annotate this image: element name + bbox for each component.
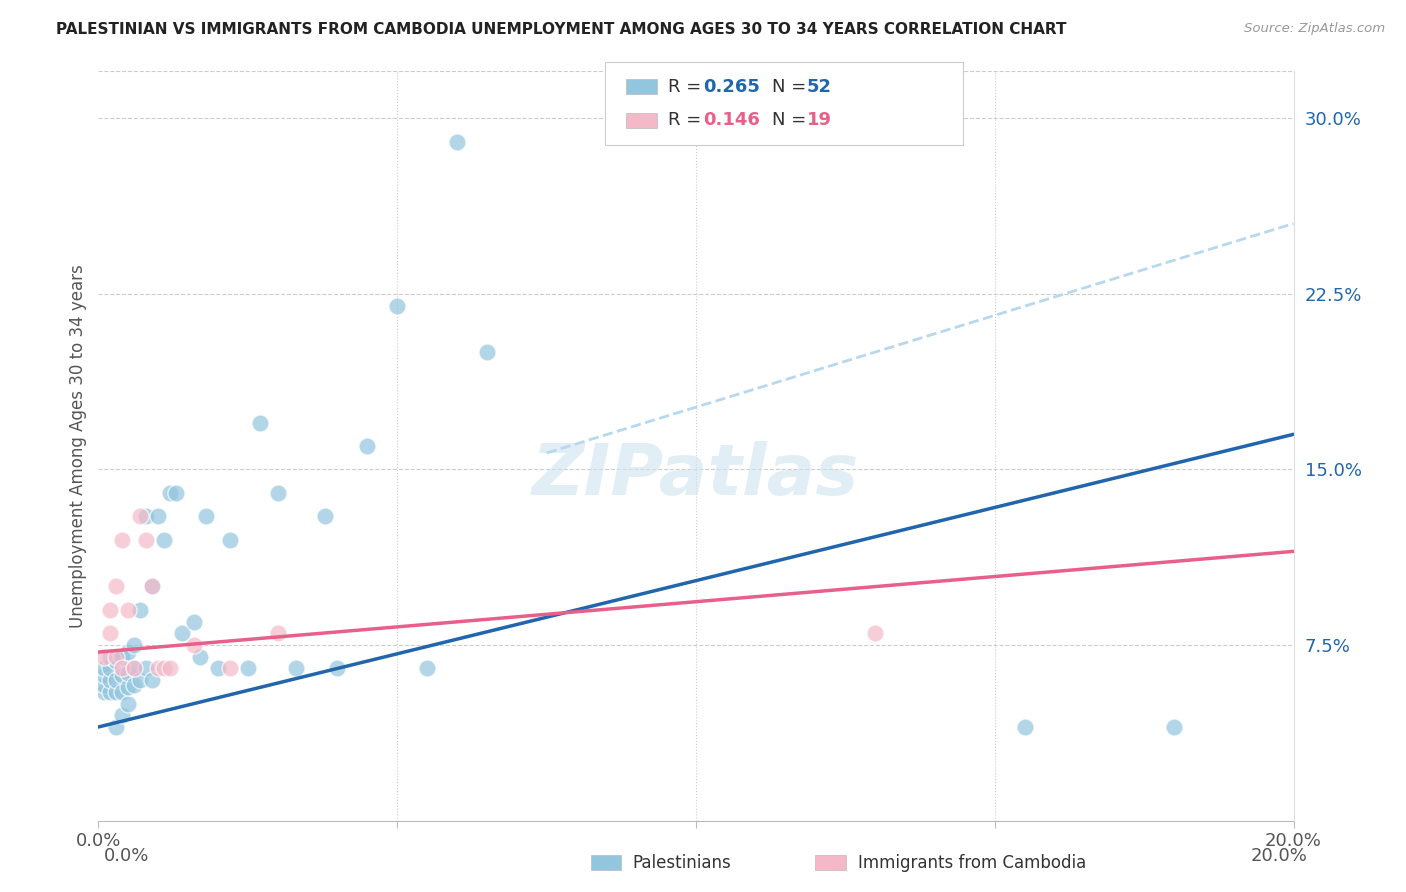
Point — [385, 298, 409, 313]
Point — [315, 509, 337, 524]
Text: R =: R = — [668, 78, 707, 95]
Point — [219, 661, 242, 675]
Point — [124, 661, 146, 675]
Point — [148, 509, 170, 524]
Point — [105, 655, 128, 669]
Point — [93, 661, 115, 675]
Text: Source: ZipAtlas.com: Source: ZipAtlas.com — [1244, 22, 1385, 36]
Point — [267, 485, 290, 500]
Point — [159, 661, 181, 675]
Point — [117, 645, 139, 659]
Point — [141, 580, 163, 594]
Point — [135, 509, 157, 524]
Text: PALESTINIAN VS IMMIGRANTS FROM CAMBODIA UNEMPLOYMENT AMONG AGES 30 TO 34 YEARS C: PALESTINIAN VS IMMIGRANTS FROM CAMBODIA … — [56, 22, 1067, 37]
Point — [135, 661, 157, 675]
Point — [219, 533, 242, 547]
Point — [98, 626, 122, 640]
Point — [129, 603, 152, 617]
Point — [141, 580, 163, 594]
Point — [141, 673, 163, 688]
Point — [148, 661, 170, 675]
Point — [135, 533, 157, 547]
Point — [98, 649, 122, 664]
Point — [111, 668, 134, 682]
Point — [98, 685, 122, 699]
Point — [124, 661, 146, 675]
Point — [117, 666, 139, 681]
Y-axis label: Unemployment Among Ages 30 to 34 years: Unemployment Among Ages 30 to 34 years — [69, 264, 87, 628]
Point — [93, 678, 115, 692]
Point — [865, 626, 887, 640]
Point — [105, 580, 128, 594]
Point — [111, 533, 134, 547]
Point — [105, 685, 128, 699]
Text: 0.265: 0.265 — [703, 78, 759, 95]
Point — [153, 533, 176, 547]
Point — [188, 649, 211, 664]
Point — [236, 661, 259, 675]
Point — [117, 680, 139, 694]
Point — [111, 649, 134, 664]
Point — [111, 685, 134, 699]
Point — [111, 708, 134, 723]
Point — [98, 661, 122, 675]
Point — [105, 673, 128, 688]
Point — [98, 673, 122, 688]
Point — [446, 135, 468, 149]
Point — [284, 661, 307, 675]
Point — [416, 661, 439, 675]
Point — [1163, 720, 1185, 734]
Point — [93, 685, 115, 699]
Point — [249, 416, 271, 430]
Point — [117, 603, 139, 617]
Point — [475, 345, 498, 359]
Point — [93, 649, 115, 664]
Point — [117, 697, 139, 711]
Text: ZIPatlas: ZIPatlas — [533, 442, 859, 510]
Text: 52: 52 — [807, 78, 832, 95]
Point — [159, 485, 181, 500]
Point — [207, 661, 229, 675]
Text: N =: N = — [772, 78, 811, 95]
Point — [183, 615, 205, 629]
Point — [195, 509, 218, 524]
Point — [172, 626, 194, 640]
Text: 0.146: 0.146 — [703, 112, 759, 129]
Point — [105, 649, 128, 664]
Point — [105, 720, 128, 734]
Point — [326, 661, 349, 675]
Point — [183, 638, 205, 652]
Point — [356, 439, 378, 453]
Text: 0.0%: 0.0% — [104, 847, 149, 865]
Point — [111, 661, 134, 675]
Point — [129, 673, 152, 688]
Point — [98, 603, 122, 617]
Text: 19: 19 — [807, 112, 832, 129]
Point — [124, 638, 146, 652]
Point — [153, 661, 176, 675]
Point — [1014, 720, 1036, 734]
Text: N =: N = — [772, 112, 811, 129]
Point — [267, 626, 290, 640]
Text: Palestinians: Palestinians — [633, 854, 731, 871]
Text: R =: R = — [668, 112, 707, 129]
Point — [93, 668, 115, 682]
Text: 20.0%: 20.0% — [1251, 847, 1308, 865]
Point — [165, 485, 187, 500]
Text: Immigrants from Cambodia: Immigrants from Cambodia — [858, 854, 1085, 871]
Point — [124, 678, 146, 692]
Point — [129, 509, 152, 524]
